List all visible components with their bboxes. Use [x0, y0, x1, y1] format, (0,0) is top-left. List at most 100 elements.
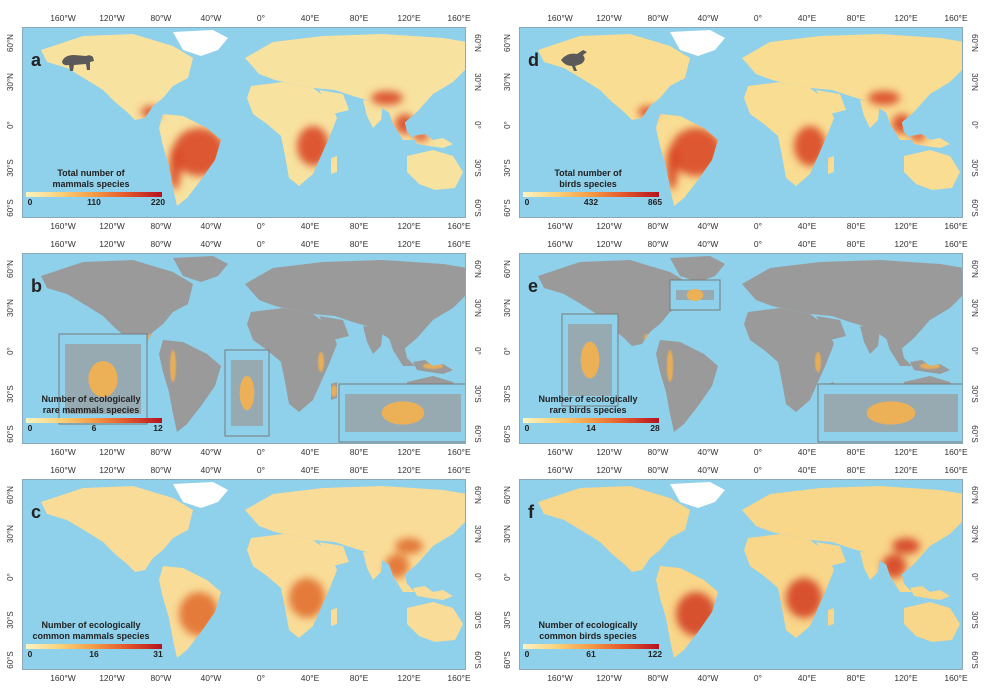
- longitude-label: 40°E: [300, 673, 320, 683]
- india-landmass: [363, 326, 383, 354]
- longitude-label: 120°W: [99, 13, 125, 23]
- map-panel-d: 160°W 120°W 80°W 40°W 0° 40°E 80°E 120°E 160°E 16…: [497, 0, 997, 231]
- longitude-label: 120°W: [596, 239, 622, 249]
- latitude-label: 30°S: [503, 611, 512, 629]
- longitude-label: 0°: [753, 447, 763, 457]
- latitude-label: 0°: [473, 347, 482, 355]
- color-legend: Total number of mammals species 0 110 220: [26, 168, 166, 207]
- latitude-label: 30°N: [970, 299, 979, 317]
- longitude-label: 120°E: [894, 221, 918, 231]
- longitude-label: 120°E: [397, 673, 421, 683]
- latitude-label: 60°S: [503, 199, 512, 217]
- latitude-label: 0°: [970, 573, 979, 581]
- latitude-label: 60°S: [473, 651, 482, 669]
- latitude-label: 60°N: [970, 34, 979, 52]
- longitude-label: 80°E: [846, 239, 866, 249]
- caribbean-inset-hotspot: [686, 289, 704, 301]
- latitude-label: 60°S: [473, 199, 482, 217]
- latitude-label: 0°: [970, 347, 979, 355]
- longitude-label: 80°E: [846, 447, 866, 457]
- latitude-label: 60°S: [6, 199, 15, 217]
- longitude-label: 160°W: [50, 221, 76, 231]
- longitude-label: 80°W: [647, 673, 669, 683]
- longitude-label: 80°E: [349, 447, 369, 457]
- longitude-label: 40°W: [697, 239, 719, 249]
- greenland-landmass: [173, 482, 228, 508]
- east-africa-hotspot: [794, 126, 826, 166]
- borneo-hotspot: [413, 131, 429, 141]
- indonesia-inset-hotspot: [381, 401, 425, 425]
- map-panel-c: 160°W 120°W 80°W 40°W 0° 40°E 80°E 120°E 160°E 16…: [0, 452, 500, 683]
- latitude-label: 30°S: [6, 159, 15, 177]
- longitude-label: 80°W: [150, 447, 172, 457]
- legend-tick-mid: 16: [89, 649, 99, 659]
- arabia-landmass: [319, 90, 349, 114]
- greenland-landmass: [670, 256, 725, 282]
- africa-landmass: [247, 308, 337, 412]
- latitude-label: 0°: [473, 573, 482, 581]
- legend-tick-min: 0: [524, 197, 530, 207]
- east-africa-hotspot: [318, 352, 324, 372]
- longitude-label: 120°W: [99, 239, 125, 249]
- islands-landmass: [910, 586, 950, 600]
- southeast-asia-hotspot: [385, 554, 409, 578]
- latitude-label: 60°N: [6, 260, 15, 278]
- world-map: [41, 30, 465, 206]
- latitude-label: 60°N: [503, 260, 512, 278]
- legend-title-line2: birds species: [559, 179, 617, 189]
- latitude-label: 0°: [6, 573, 15, 581]
- longitude-label: 120°E: [397, 13, 421, 23]
- latitude-label: 60°N: [473, 260, 482, 278]
- latitude-label: 30°S: [473, 159, 482, 177]
- legend-tick-min: 0: [524, 649, 530, 659]
- longitude-label: 120°W: [99, 221, 125, 231]
- longitude-label: 160°W: [50, 13, 76, 23]
- africa-hotspot: [786, 578, 822, 618]
- color-legend: Number of ecologically rare mammals speci…: [26, 394, 166, 433]
- amazon-hotspot: [670, 128, 722, 176]
- longitude-label: 160°E: [944, 673, 968, 683]
- longitude-label: 120°E: [894, 239, 918, 249]
- southeast-asia-hotspot: [882, 554, 906, 578]
- longitude-label: 120°E: [397, 465, 421, 475]
- longitude-label: 80°E: [846, 465, 866, 475]
- world-map: [538, 482, 962, 658]
- legend-tick-max: 31: [153, 649, 163, 659]
- australia-landmass: [904, 602, 960, 642]
- andes-hotspot: [667, 350, 673, 382]
- latitude-label: 60°N: [473, 486, 482, 504]
- latitude-label: 30°N: [6, 525, 15, 543]
- longitude-label: 40°E: [797, 221, 817, 231]
- islands-landmass: [413, 586, 453, 600]
- latitude-label: 30°S: [473, 385, 482, 403]
- longitude-label: 0°: [256, 673, 266, 683]
- longitude-label: 120°W: [596, 13, 622, 23]
- longitude-label: 160°W: [50, 239, 76, 249]
- latitude-label: 30°S: [503, 385, 512, 403]
- color-legend: Number of ecologically common mammals spe…: [26, 620, 166, 659]
- arabia-landmass: [319, 316, 349, 340]
- latitude-label: 60°S: [473, 425, 482, 443]
- color-legend: Number of ecologically common birds speci…: [523, 620, 663, 659]
- legend-tick-min: 0: [27, 423, 33, 433]
- legend-tick-mid: 14: [586, 423, 596, 433]
- greenland-landmass: [173, 256, 228, 282]
- east-africa-hotspot: [297, 126, 329, 166]
- legend-tick-mid: 6: [91, 423, 97, 433]
- latitude-label: 30°N: [970, 73, 979, 91]
- longitude-label: 0°: [256, 465, 266, 475]
- longitude-label: 120°E: [894, 673, 918, 683]
- longitude-label: 40°W: [200, 13, 222, 23]
- madagascar-inset-hotspot: [239, 375, 255, 411]
- panel-letter: f: [528, 502, 534, 522]
- longitude-label: 40°E: [300, 221, 320, 231]
- latitude-label: 30°S: [970, 611, 979, 629]
- indonesia-hotspot: [423, 363, 443, 369]
- himalaya-hotspot: [371, 91, 403, 105]
- latitude-label: 30°N: [6, 299, 15, 317]
- latitude-label: 60°S: [503, 651, 512, 669]
- africa-landmass: [744, 308, 834, 412]
- longitude-label: 80°W: [150, 13, 172, 23]
- panel-letter: d: [528, 50, 539, 70]
- latitude-label: 60°N: [6, 486, 15, 504]
